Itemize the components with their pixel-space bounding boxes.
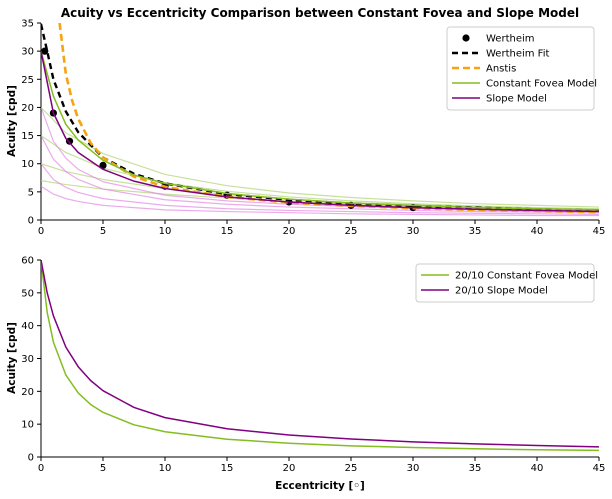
legend-swatch-wertheim bbox=[462, 34, 470, 42]
slope-model-line bbox=[41, 50, 599, 213]
legend-label-constant-fovea-model: Constant Fovea Model bbox=[486, 79, 597, 90]
wertheim-point bbox=[99, 161, 107, 170]
legend-box bbox=[446, 26, 595, 111]
bottom-legend: 20/10 Constant Fovea Model 20/10 Slope Mo… bbox=[415, 263, 598, 303]
x-tick-label: 10 bbox=[159, 463, 172, 474]
background-curve-9-line bbox=[41, 107, 599, 213]
legend-label-wertheim-fit: Wertheim Fit bbox=[486, 49, 549, 60]
bottom-ylabel: Acuity [cpd] bbox=[6, 322, 18, 394]
y-tick-label: 15 bbox=[21, 131, 34, 142]
chart-title: Acuity vs Eccentricity Comparison betwee… bbox=[61, 6, 579, 20]
x-tick-label: 5 bbox=[100, 226, 106, 237]
anstis-line bbox=[58, 23, 599, 214]
y-tick-label: 20 bbox=[21, 103, 34, 114]
x-tick-label: 30 bbox=[407, 463, 420, 474]
y-tick-label: 50 bbox=[21, 288, 34, 299]
x-tick-label: 5 bbox=[100, 463, 106, 474]
x-tick-label: 45 bbox=[593, 463, 606, 474]
y-tick-label: 35 bbox=[21, 19, 34, 30]
legend-label-wertheim: Wertheim bbox=[486, 34, 535, 45]
top-legend: Wertheim Wertheim Fit Anstis Constant Fovea… bbox=[446, 26, 597, 111]
x-tick-label: 10 bbox=[159, 226, 172, 237]
x-tick-label: 25 bbox=[345, 226, 358, 237]
x-tick-label: 35 bbox=[469, 226, 482, 237]
y-tick-label: 10 bbox=[21, 159, 34, 170]
y-tick-label: 20 bbox=[21, 387, 34, 398]
x-tick-label: 35 bbox=[469, 463, 482, 474]
x-tick-label: 0 bbox=[38, 463, 44, 474]
background-curve-5-line bbox=[41, 107, 599, 208]
x-tick-label: 40 bbox=[531, 226, 544, 237]
20-10-constant-fovea-model-line bbox=[41, 260, 599, 452]
x-tick-label: 30 bbox=[407, 226, 420, 237]
y-tick-label: 10 bbox=[21, 420, 34, 431]
x-tick-label: 15 bbox=[221, 463, 234, 474]
x-tick-label: 15 bbox=[221, 226, 234, 237]
top-ylabel: Acuity [cpd] bbox=[6, 85, 18, 157]
wertheim-point bbox=[65, 137, 74, 145]
background-curve-12-line bbox=[41, 185, 599, 217]
20-10-slope-model-line bbox=[41, 260, 599, 448]
y-tick-label: 0 bbox=[28, 216, 34, 227]
y-tick-label: 5 bbox=[28, 187, 34, 198]
background-curve-10-line bbox=[41, 135, 599, 214]
legend-label-20-10-constant-fovea-model: 20/10 Constant Fovea Model bbox=[455, 271, 598, 282]
y-tick-label: 60 bbox=[21, 256, 34, 267]
legend-label-20-10-slope-model: 20/10 Slope Model bbox=[455, 286, 548, 297]
legend-label-slope-model: Slope Model bbox=[486, 94, 547, 105]
y-tick-label: 30 bbox=[21, 47, 34, 58]
x-tick-label: 20 bbox=[283, 226, 296, 237]
legend-label-anstis: Anstis bbox=[486, 64, 516, 75]
constant-fovea-model-line bbox=[41, 50, 599, 211]
x-tick-label: 40 bbox=[531, 463, 544, 474]
x-tick-label: 20 bbox=[283, 463, 296, 474]
bottom-panel: 0 5 10 15 20 25 30 35 40 45 0 10 20 30 40 50 60 bbox=[21, 256, 605, 475]
y-tick-label: 40 bbox=[21, 321, 34, 332]
background-curve-11-line bbox=[41, 163, 599, 215]
x-tick-label: 25 bbox=[345, 463, 358, 474]
bottom-xlabel: Eccentricity [◦] bbox=[275, 480, 365, 492]
y-tick-label: 0 bbox=[28, 453, 34, 464]
x-tick-label: 45 bbox=[593, 226, 606, 237]
y-tick-label: 25 bbox=[21, 75, 34, 86]
legend-box bbox=[415, 263, 595, 303]
x-tick-label: 0 bbox=[38, 226, 44, 237]
top-panel: 0 5 10 15 20 25 30 35 40 45 0 5 10 15 20 25 30 35 bbox=[21, 19, 605, 238]
y-tick-label: 30 bbox=[21, 354, 34, 365]
